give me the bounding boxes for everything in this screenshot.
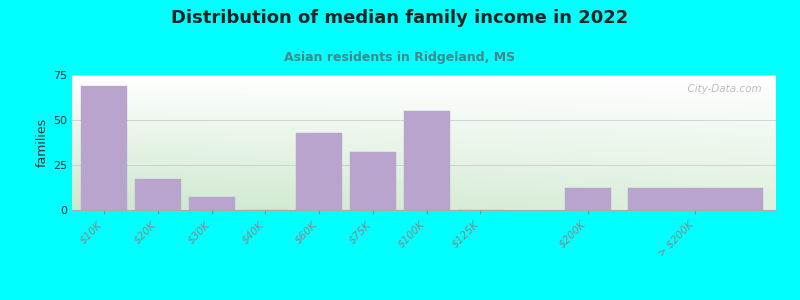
Bar (82, 86, 127, 210)
Bar (404, 111, 450, 210)
Text: City-Data.com: City-Data.com (682, 84, 762, 94)
Bar (296, 133, 342, 210)
Bar (628, 188, 762, 210)
Text: Distribution of median family income in 2022: Distribution of median family income in … (171, 9, 629, 27)
Bar (565, 188, 610, 210)
Bar (135, 179, 181, 210)
Bar (189, 197, 234, 210)
Bar (350, 152, 396, 210)
Y-axis label: families: families (36, 118, 49, 167)
Text: Asian residents in Ridgeland, MS: Asian residents in Ridgeland, MS (285, 51, 515, 64)
